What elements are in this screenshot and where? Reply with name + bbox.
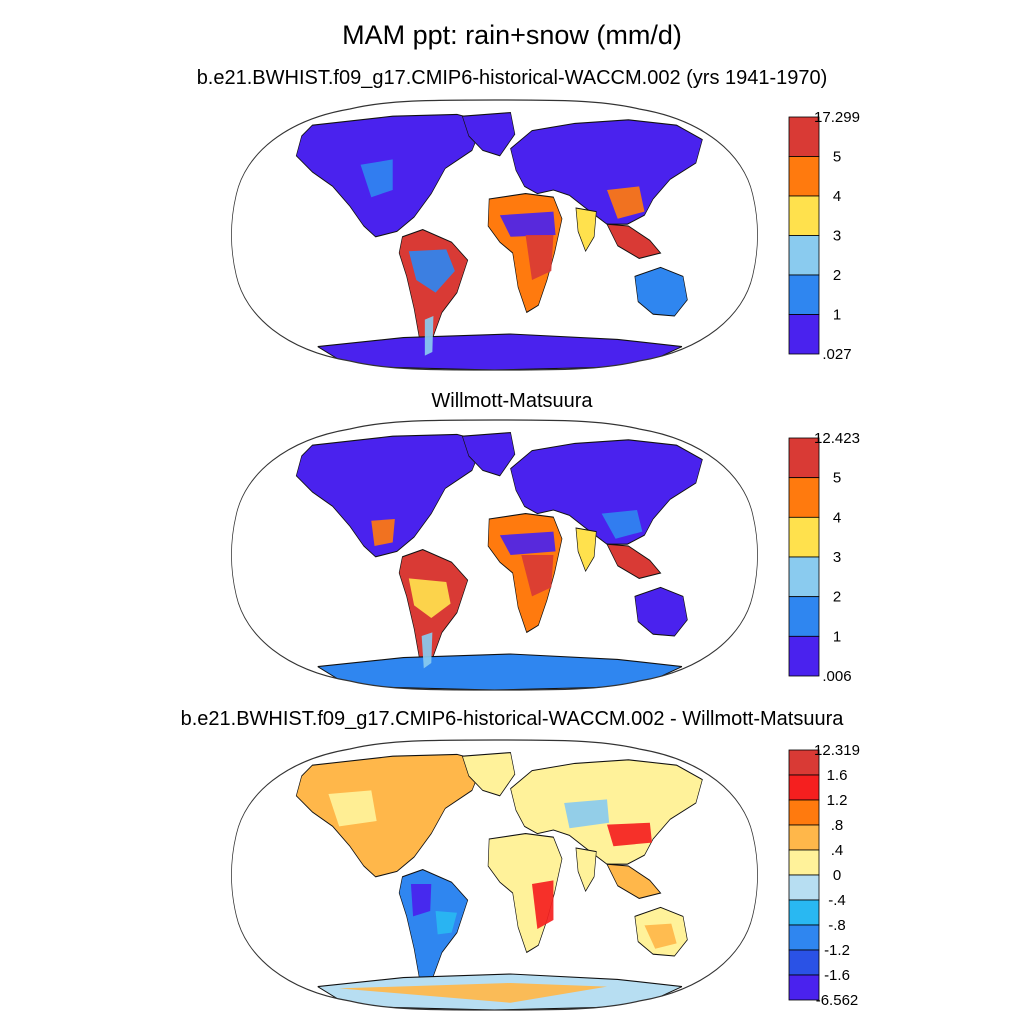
precip-region	[601, 510, 643, 539]
colorbar-tick-label: 12.319	[814, 742, 860, 759]
landmass-eurasia	[510, 119, 703, 225]
colorbar-tick-label: .4	[831, 842, 844, 859]
landmass-se-asia	[606, 543, 662, 579]
precip-region	[339, 983, 607, 1003]
panel-title-observations: Willmott-Matsuura	[431, 390, 593, 412]
colorbar-tick-label: 4	[833, 509, 841, 526]
colorbar-tick-label: -.4	[828, 892, 846, 909]
precip-region	[499, 531, 556, 555]
precip-region	[408, 578, 451, 618]
colorbar-tick-label: 1.6	[827, 767, 848, 784]
colorbar-tick-label: 3	[833, 228, 841, 245]
map-precipitation-difference	[230, 739, 759, 1011]
colorbar-swatch	[788, 437, 820, 479]
landmass-se-asia	[606, 223, 662, 259]
colorbar-swatch	[788, 635, 820, 677]
colorbar-tick-label: 12.423	[814, 430, 860, 447]
landmass-australia	[634, 586, 688, 637]
precip-region	[606, 822, 652, 847]
figure-title: MAM ppt: rain+snow (mm/d)	[342, 20, 682, 50]
precip-region	[421, 632, 433, 669]
colorbar-swatch	[788, 195, 820, 236]
precip-region	[424, 316, 434, 356]
colorbar-swatch	[788, 596, 820, 637]
precip-region	[328, 790, 377, 827]
colorbar-swatch	[788, 556, 820, 598]
precip-region	[521, 555, 554, 597]
colorbar-swatch	[788, 516, 820, 558]
colorbar-swatch	[788, 314, 820, 355]
panel-title-model: b.e21.BWHIST.f09_g17.CMIP6-historical-WA…	[196, 67, 828, 89]
landmass-se-asia	[606, 863, 662, 899]
colorbar-tick-label: 1	[833, 628, 841, 645]
colorbar-tick-label: 1	[833, 307, 841, 324]
colorbar-tick-label: 17.299	[814, 109, 860, 126]
colorbar-swatch	[788, 874, 820, 901]
colorbar-tick-label: 3	[833, 549, 841, 566]
colorbar-tick-label: 5	[833, 149, 841, 166]
colorbar-swatch	[788, 274, 820, 315]
colorbar-tick-label: 2	[833, 267, 841, 284]
landmass-greenland	[461, 112, 516, 157]
colorbar-tick-label: -1.6	[824, 967, 850, 984]
colorbar-tick-label: 1.2	[827, 792, 848, 809]
precip-region	[360, 159, 393, 198]
colorbar-tick-label: .027	[822, 346, 851, 363]
colorbar-tick-label: .006	[822, 668, 851, 685]
colorbar-swatch	[788, 899, 820, 926]
landmass-india	[575, 847, 597, 893]
colorbar-tick-label: 5	[833, 470, 841, 487]
precip-region	[525, 235, 554, 280]
precip-region	[499, 211, 556, 237]
colorbar-swatch	[788, 156, 820, 197]
colorbar-observed: 12.423 5 4 3 2 1 .006	[788, 430, 860, 685]
colorbar-swatch	[788, 849, 820, 876]
precip-region	[410, 884, 432, 917]
landmass-australia	[634, 266, 688, 317]
colorbar-swatch	[788, 924, 820, 951]
landmass-greenland	[461, 432, 516, 477]
map-observed-precipitation	[230, 419, 759, 691]
precip-region	[371, 519, 395, 546]
colorbar-swatch	[788, 774, 820, 801]
colorbar-swatch	[788, 799, 820, 826]
precip-region	[531, 880, 554, 929]
colorbar-model: 17.299 5 4 3 2 1 .027	[788, 109, 860, 363]
panel-title-difference: b.e21.BWHIST.f09_g17.CMIP6-historical-WA…	[180, 708, 844, 730]
colorbar-swatch	[788, 824, 820, 851]
colorbar-tick-label: 4	[833, 188, 841, 205]
map-model-precipitation	[230, 99, 759, 371]
colorbar-swatch	[788, 749, 820, 776]
colorbar-swatch	[788, 949, 820, 976]
colorbar-swatch	[788, 235, 820, 276]
colorbar-swatch	[788, 974, 820, 1001]
precip-region	[606, 186, 645, 219]
colorbar-tick-label: 0	[833, 867, 841, 884]
landmass-india	[575, 527, 597, 573]
colorbar-swatch	[788, 477, 820, 518]
landmass-india	[575, 207, 597, 253]
colorbar-tick-label: -6.562	[816, 992, 859, 1009]
landmass-greenland	[461, 752, 516, 797]
colorbar-tick-label: -1.2	[824, 942, 850, 959]
colorbar-tick-label: -.8	[828, 917, 846, 934]
colorbar-tick-label: .8	[831, 817, 844, 834]
colorbar-difference: 12.319 1.6 1.2 .8 .4 0 -.4 -.8 -1.2 -1.6 -6.562	[788, 742, 860, 1009]
precip-region	[644, 923, 677, 949]
precip-region	[564, 799, 610, 829]
colorbar-swatch	[788, 116, 820, 157]
colorbar-tick-label: 2	[833, 589, 841, 606]
precip-region	[435, 911, 457, 935]
precip-region	[408, 249, 455, 293]
landmass-eurasia	[510, 439, 703, 545]
